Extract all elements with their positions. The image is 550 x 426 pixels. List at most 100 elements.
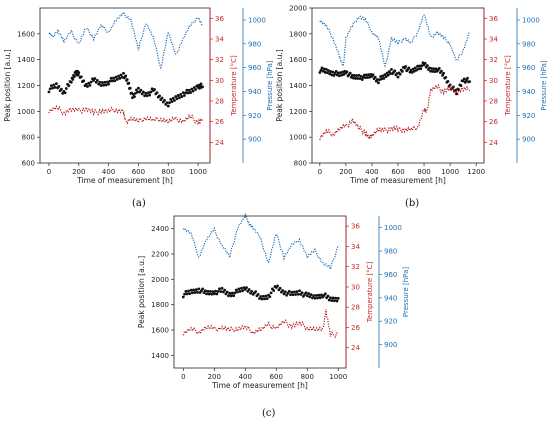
- pressure-tick-label: 1000: [248, 16, 266, 24]
- peak-position-point: [444, 75, 448, 79]
- y-tick-label: 600: [22, 160, 35, 168]
- peak-position-point: [311, 296, 314, 300]
- peak-position-point: [276, 284, 279, 288]
- peak-position-point: [135, 88, 138, 92]
- peak-position-point: [245, 286, 248, 290]
- peak-position-point: [373, 75, 377, 79]
- pressure-tick-label: 920: [522, 112, 535, 120]
- peak-position-point: [194, 88, 197, 91]
- peak-position-point: [144, 91, 148, 95]
- peak-position-point: [418, 64, 422, 68]
- peak-position-point: [196, 290, 199, 294]
- y-tick-label: 2000: [151, 276, 169, 284]
- panel-b-chart: 0 200 400 600 800 1000 1200 Time of measurement…: [275, 5, 548, 186]
- peak-position-point: [264, 294, 268, 298]
- peak-position-point: [461, 79, 465, 83]
- peak-position-point: [386, 73, 390, 77]
- x-tick-label: 1000: [329, 373, 347, 381]
- peak-position-point: [198, 87, 201, 90]
- peak-position-point: [360, 78, 364, 81]
- pressure-series: [48, 10, 203, 70]
- peak-position-point: [76, 73, 80, 77]
- peak-position-point: [296, 292, 300, 296]
- temperature-tick-label: 26: [215, 118, 224, 126]
- peak-position-point: [136, 90, 139, 94]
- x-tick-label: 800: [417, 168, 430, 176]
- peak-position-point: [117, 74, 120, 78]
- x-tick-label: 1000: [441, 168, 459, 176]
- peak-position-point: [145, 94, 149, 98]
- peak-position-point: [322, 67, 326, 71]
- x-tick-label: 1000: [189, 168, 207, 176]
- peak-position-point: [415, 68, 418, 72]
- peak-position-point: [176, 94, 180, 97]
- peak-position-point: [423, 61, 427, 65]
- peak-position-point: [411, 67, 415, 71]
- y-tick-label: 800: [22, 134, 35, 142]
- peak-position-point: [348, 71, 352, 75]
- x-tick-label: 0: [318, 168, 322, 176]
- plot-frame: [39, 7, 211, 164]
- peak-position-point: [189, 91, 193, 94]
- x-tick-label: 200: [208, 373, 221, 381]
- peak-position-point: [329, 70, 333, 73]
- peak-position-point: [410, 70, 414, 74]
- peak-position-point: [323, 292, 327, 296]
- pressure-series: [182, 212, 339, 272]
- peak-position-point: [295, 290, 299, 294]
- peak-position-point: [393, 69, 397, 73]
- peak-position-point: [431, 70, 435, 73]
- temperature-tick-label: 36: [489, 15, 498, 23]
- peak-position-point: [100, 81, 104, 84]
- peak-position-point: [113, 79, 117, 83]
- y-axis-label: Peak position [a.u.]: [3, 49, 12, 121]
- temperature-tick-label: 30: [489, 77, 498, 85]
- peak-position-point: [93, 77, 97, 80]
- peak-position-point: [178, 96, 181, 100]
- plot-frame: [311, 7, 485, 164]
- peak-position-point: [350, 73, 354, 77]
- peak-position-point: [339, 71, 342, 75]
- peak-position-point: [336, 296, 340, 300]
- peak-position-point: [404, 65, 408, 68]
- pressure-axis-label: Pressure [hPa]: [266, 60, 274, 110]
- pressure-tick-label: 900: [522, 136, 535, 144]
- temperature-tick-label: 34: [215, 36, 224, 44]
- peak-position-point: [432, 67, 436, 71]
- peak-position-point: [184, 91, 188, 95]
- peak-position-point: [189, 288, 193, 292]
- x-axis-label: Time of measurement [h]: [211, 381, 308, 390]
- peak-position-point: [290, 290, 294, 294]
- y-tick-label: 1400: [289, 82, 307, 90]
- peak-position-point: [199, 82, 203, 86]
- peak-position-point: [174, 95, 178, 98]
- peak-position-point: [168, 101, 171, 105]
- peak-position-point: [334, 296, 338, 300]
- peak-position-point: [86, 85, 89, 88]
- pressure-tick-label: 920: [248, 112, 261, 120]
- peak-position-point: [366, 76, 369, 79]
- peak-position-point: [241, 289, 245, 293]
- peak-position-point: [188, 292, 192, 296]
- peak-position-point: [220, 286, 224, 290]
- peak-position-point: [128, 86, 132, 90]
- peak-position-point: [63, 91, 67, 95]
- peak-position-point: [437, 66, 441, 70]
- peak-position-point: [342, 73, 346, 76]
- y-axis-label: Peak position [a.u.]: [275, 49, 284, 121]
- peak-position-point: [84, 82, 88, 86]
- peak-position-point: [420, 64, 424, 68]
- x-tick-label: 800: [162, 168, 175, 176]
- peak-position-point: [316, 296, 319, 300]
- peak-position-point: [236, 290, 239, 294]
- peak-position-point: [341, 70, 345, 74]
- peak-position-point: [171, 96, 175, 100]
- peak-position-point: [55, 82, 58, 86]
- peak-position-point: [64, 87, 68, 90]
- peak-position-point: [304, 291, 308, 295]
- pressure-tick-label: 940: [384, 294, 397, 302]
- peak-position-point: [230, 291, 234, 295]
- peak-position-point: [318, 71, 322, 74]
- peak-position-point: [326, 71, 329, 75]
- peak-position-point: [413, 66, 417, 70]
